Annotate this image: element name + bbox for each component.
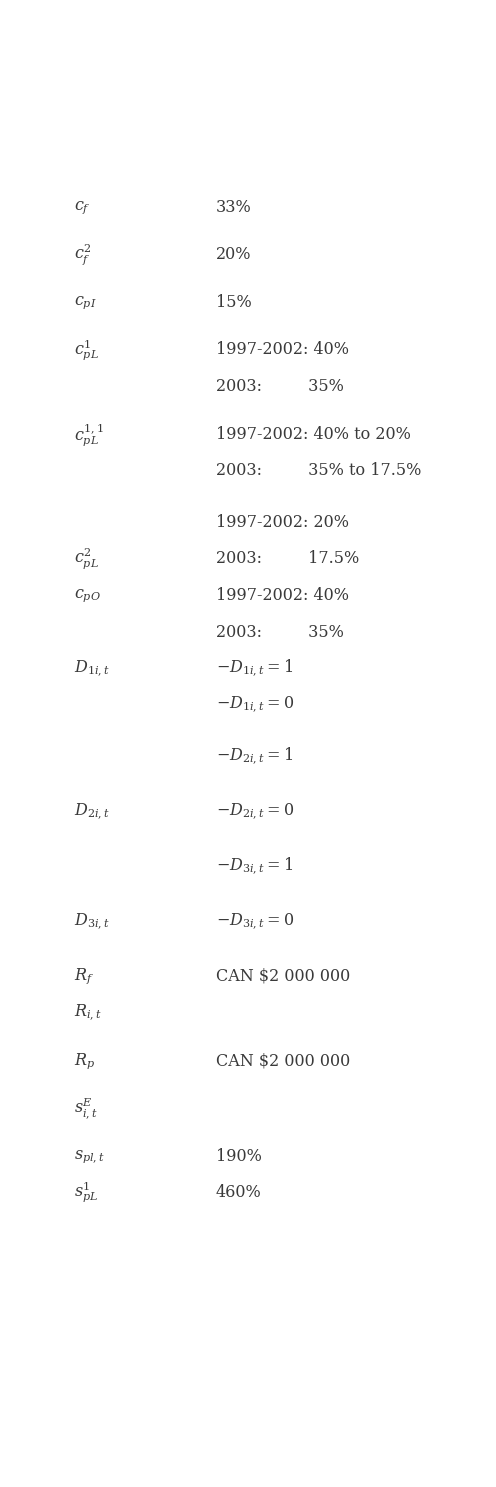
Text: 1997-2002: 40%: 1997-2002: 40% xyxy=(216,342,349,358)
Text: 2003:         35%: 2003: 35% xyxy=(216,378,344,396)
Text: $c_{pI}$: $c_{pI}$ xyxy=(73,294,96,311)
Text: $c_{pL}^{2}$: $c_{pL}^{2}$ xyxy=(73,547,98,571)
Text: 1997-2002: 20%: 1997-2002: 20% xyxy=(216,513,349,531)
Text: $R_f$: $R_f$ xyxy=(73,967,94,986)
Text: $s_{pl,t}$: $s_{pl,t}$ xyxy=(73,1148,105,1164)
Text: 15%: 15% xyxy=(216,294,251,311)
Text: 460%: 460% xyxy=(216,1184,261,1201)
Text: $c_{pL}^{1,1}$: $c_{pL}^{1,1}$ xyxy=(73,421,104,448)
Text: $c_{pO}$: $c_{pO}$ xyxy=(73,587,101,604)
Text: $c_f$: $c_f$ xyxy=(73,199,90,216)
Text: 20%: 20% xyxy=(216,247,251,263)
Text: $R_p$: $R_p$ xyxy=(73,1051,95,1071)
Text: 1997-2002: 40% to 20%: 1997-2002: 40% to 20% xyxy=(216,425,411,443)
Text: $- D_{2i,t} =0$: $- D_{2i,t} =0$ xyxy=(216,801,294,822)
Text: $- D_{1i,t} = 1$: $- D_{1i,t} = 1$ xyxy=(216,659,293,680)
Text: 2003:         35% to 17.5%: 2003: 35% to 17.5% xyxy=(216,462,421,479)
Text: $- D_{1i,t} = 0$: $- D_{1i,t} = 0$ xyxy=(216,696,294,715)
Text: 190%: 190% xyxy=(216,1148,261,1164)
Text: $- D_{3i,t} =0$: $- D_{3i,t} =0$ xyxy=(216,912,294,932)
Text: $- D_{2i,t} = 1$: $- D_{2i,t} = 1$ xyxy=(216,746,293,767)
Text: $D_{2i,t}$: $D_{2i,t}$ xyxy=(73,801,110,822)
Text: $D_{3i,t}$: $D_{3i,t}$ xyxy=(73,912,110,932)
Text: 1997-2002: 40%: 1997-2002: 40% xyxy=(216,587,349,604)
Text: 33%: 33% xyxy=(216,199,251,216)
Text: $D_{1i,t}$: $D_{1i,t}$ xyxy=(73,659,110,678)
Text: $c_f^{2}$: $c_f^{2}$ xyxy=(73,242,91,268)
Text: $- D_{3i,t} =1$: $- D_{3i,t} =1$ xyxy=(216,857,293,877)
Text: CAN $2 000 000: CAN $2 000 000 xyxy=(216,968,350,984)
Text: $s_{pL}^{1}$: $s_{pL}^{1}$ xyxy=(73,1181,98,1206)
Text: CAN $2 000 000: CAN $2 000 000 xyxy=(216,1053,350,1069)
Text: 2003:         35%: 2003: 35% xyxy=(216,623,344,641)
Text: $s_{i,t}^{E}$: $s_{i,t}^{E}$ xyxy=(73,1096,98,1121)
Text: $c_{pL}^{1}$: $c_{pL}^{1}$ xyxy=(73,338,98,363)
Text: 2003:         17.5%: 2003: 17.5% xyxy=(216,550,359,568)
Text: $R_{i,t}$: $R_{i,t}$ xyxy=(73,1004,102,1023)
